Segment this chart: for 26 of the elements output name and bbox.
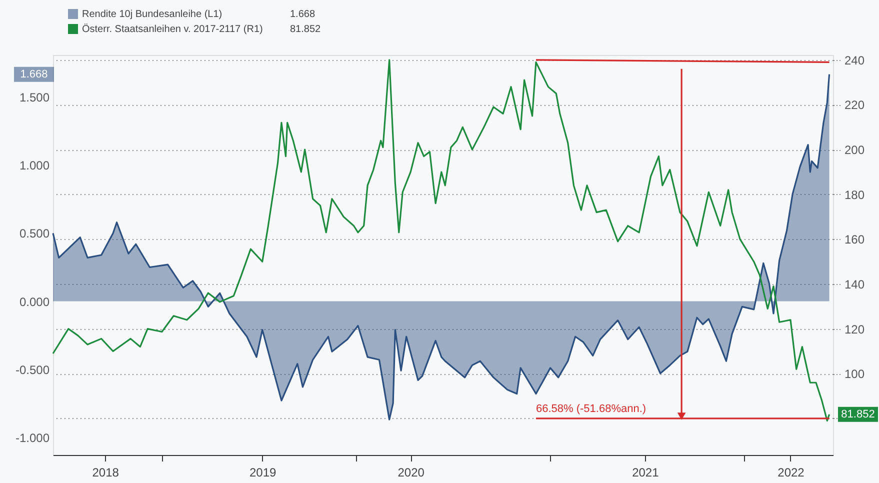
y2-tick-label: 120 (844, 322, 865, 336)
y-tick-label: -1.000 (15, 430, 50, 445)
x-tick-label: 2019 (249, 466, 277, 480)
y2-tick-label: 240 (844, 53, 865, 68)
x-tick-label: 2018 (92, 466, 120, 480)
legend-label: Österr. Staatsanleihen v. 2017-2117 (R1) (82, 23, 263, 35)
text: 1.668 (20, 68, 48, 80)
y-tick-label: 0.000 (19, 294, 50, 309)
y-tick-label: 1.500 (19, 90, 50, 105)
x-tick-label: 2021 (632, 466, 660, 480)
text: 81.852 (841, 408, 875, 420)
y2-tick-label: 200 (844, 143, 865, 158)
x-tick-label: 2020 (398, 466, 425, 480)
y2-tick-label: 100 (844, 367, 865, 382)
y2-tick-label: 180 (844, 188, 865, 202)
y2-tick-label: 220 (844, 98, 865, 112)
y2-tick-label: 160 (844, 232, 865, 247)
text: 1.668 (290, 9, 316, 20)
text: 81.852 (290, 24, 322, 35)
legend-label: Rendite 10j Bundesanleihe (L1) (82, 9, 222, 20)
y-tick-label: 0.500 (19, 226, 50, 241)
x-tick-label: 2022 (778, 466, 805, 480)
y-tick-label: 1.000 (19, 158, 50, 173)
y-tick-label: -0.500 (15, 362, 50, 377)
annotation: 66.58% (-51.68%ann.) (536, 403, 646, 416)
y2-tick-label: 140 (844, 278, 865, 292)
